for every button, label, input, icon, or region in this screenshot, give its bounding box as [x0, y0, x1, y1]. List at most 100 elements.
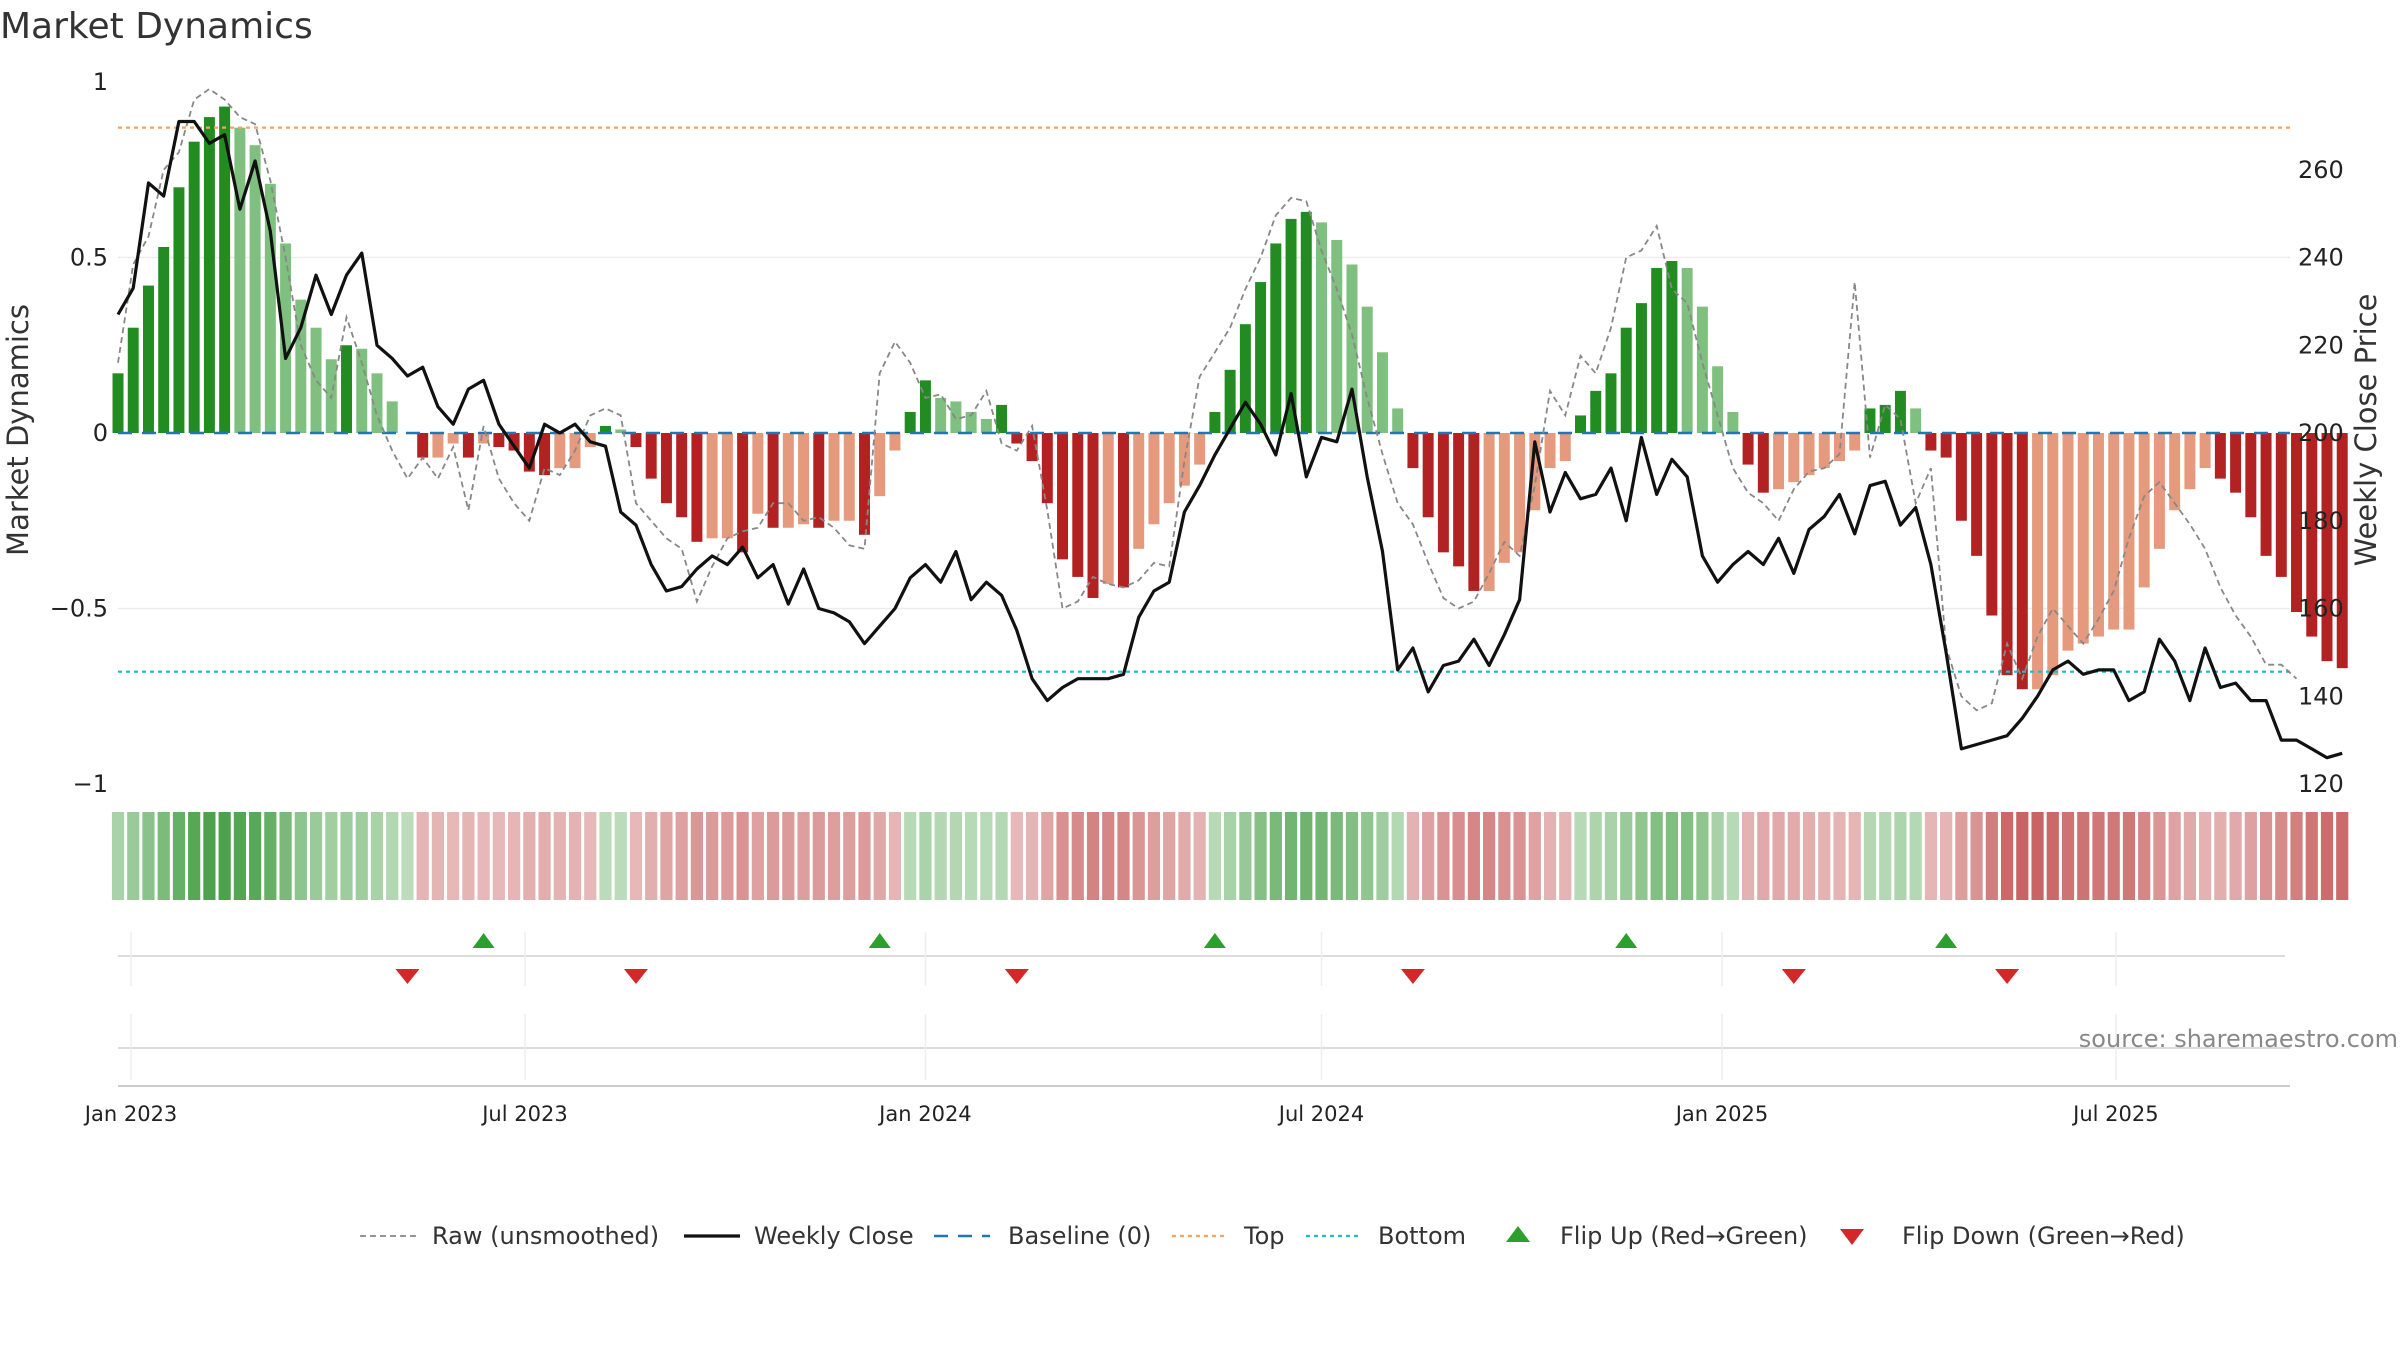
- regime-cell: [2092, 812, 2105, 900]
- dynamics-bar: [737, 433, 749, 553]
- dynamics-bar: [1681, 268, 1693, 433]
- regime-cell: [1559, 812, 1572, 900]
- regime-cell: [675, 812, 688, 900]
- dynamics-bar: [2230, 433, 2242, 493]
- y2-tick-label: 180: [2298, 507, 2344, 535]
- dynamics-bar: [478, 433, 490, 444]
- dynamics-bar: [2092, 433, 2104, 637]
- raw-unsmoothed-line: [117, 87, 2298, 712]
- dynamics-bar: [980, 418, 992, 433]
- dynamics-bar: [127, 327, 139, 433]
- dynamics-bar: [1072, 433, 1084, 577]
- dynamics-bar: [1712, 366, 1724, 433]
- y2-tick-label: 260: [2298, 156, 2344, 184]
- dynamics-bar: [1422, 433, 1434, 518]
- y-tick-label: 0: [93, 419, 108, 447]
- dynamics-bar: [173, 187, 185, 433]
- regime-cell: [447, 812, 460, 900]
- regime-cell: [1711, 812, 1724, 900]
- bar-series: [112, 106, 2348, 690]
- dynamics-bar: [1285, 218, 1297, 433]
- dynamics-bar: [1864, 408, 1876, 433]
- regime-cell: [690, 812, 704, 900]
- regime-cell: [1894, 812, 1907, 900]
- regime-cell: [157, 812, 170, 900]
- regime-cell: [980, 812, 993, 900]
- dynamics-bar: [310, 327, 322, 433]
- dynamics-bar: [1087, 433, 1099, 598]
- dynamics-bar: [1057, 433, 1069, 560]
- regime-cell: [188, 812, 201, 900]
- flip-markers-panel: [118, 932, 2290, 1087]
- regime-cell: [1041, 812, 1054, 900]
- regime-cell: [904, 812, 917, 900]
- dynamics-bar: [1041, 433, 1053, 504]
- dynamics-bar: [1940, 433, 1952, 458]
- dynamics-bar: [2016, 433, 2028, 690]
- dynamics-bar: [950, 401, 962, 433]
- regime-cell: [2153, 812, 2166, 900]
- regime-cell: [1376, 812, 1389, 900]
- dynamics-bar: [859, 433, 870, 535]
- flip-down-marker: [1781, 969, 1806, 984]
- dynamics-bar: [1559, 433, 1571, 462]
- regime-cell: [294, 812, 307, 900]
- regime-cell: [2122, 812, 2136, 900]
- dynamics-bar: [341, 345, 353, 433]
- dynamics-bar: [432, 433, 444, 458]
- regime-cell: [812, 812, 825, 900]
- dynamics-bar: [1879, 404, 1891, 433]
- dynamics-bar: [356, 348, 368, 433]
- y-axis-ticks: 1 0.5 0 −0.5 −1: [50, 68, 108, 798]
- regime-cell: [477, 812, 490, 900]
- regime-cell: [614, 812, 627, 900]
- regime-cell: [1513, 812, 1526, 900]
- regime-cell: [1818, 812, 1831, 900]
- regime-cell: [1452, 812, 1465, 900]
- dynamics-bar: [721, 433, 733, 539]
- regime-cell: [264, 812, 277, 900]
- regime-cell: [1940, 812, 1953, 900]
- y-tick-label: 1: [93, 68, 108, 96]
- dynamics-bar: [203, 117, 215, 433]
- dynamics-bar: [264, 183, 276, 433]
- y-axis-label: Market Dynamics: [1, 304, 35, 556]
- legend-flip_down-label: Flip Down (Green→Red): [1902, 1222, 2185, 1250]
- flip-down-marker: [1995, 969, 2020, 984]
- regime-cell: [1528, 812, 1541, 900]
- y2-tick-label: 200: [2298, 419, 2344, 447]
- dynamics-bar: [188, 141, 200, 434]
- dynamics-bar: [2245, 433, 2257, 518]
- dynamics-bar: [1163, 433, 1175, 504]
- regime-cell: [1589, 812, 1602, 900]
- x-axis-ticks: Jan 2023 Jul 2023 Jan 2024 Jul 2024 Jan 2025…: [83, 1102, 2159, 1126]
- regime-cell: [1437, 812, 1450, 900]
- line-series: [116, 87, 2343, 760]
- dynamics-bar: [2291, 433, 2303, 613]
- legend-baseline-label: Baseline (0): [1008, 1222, 1151, 1250]
- dynamics-bar: [2275, 433, 2287, 577]
- regime-cell: [309, 812, 323, 900]
- dynamics-bar: [996, 404, 1008, 433]
- dynamics-bar: [1651, 268, 1663, 433]
- dynamics-bar: [2214, 433, 2226, 479]
- dynamics-bar: [1346, 264, 1358, 433]
- regime-cell: [1498, 812, 1511, 900]
- regime-cell: [949, 812, 962, 900]
- dynamics-bar: [752, 433, 764, 514]
- regime-cell: [706, 812, 719, 900]
- y2-tick-label: 160: [2298, 595, 2344, 623]
- legend-close-label: Weekly Close: [754, 1222, 914, 1250]
- x-tick-label: Jan 2024: [877, 1102, 972, 1126]
- dynamics-bar: [462, 433, 474, 458]
- dynamics-bar: [1727, 411, 1739, 433]
- dynamics-bar: [2032, 433, 2044, 690]
- regime-cell: [751, 812, 764, 900]
- regime-cell: [2305, 812, 2318, 900]
- regime-cell: [2046, 812, 2059, 900]
- regime-cell: [568, 812, 582, 900]
- dynamics-bar: [1986, 433, 1998, 616]
- dynamics-bar: [660, 433, 672, 504]
- regime-cell: [1025, 812, 1039, 900]
- regime-cell: [858, 812, 871, 900]
